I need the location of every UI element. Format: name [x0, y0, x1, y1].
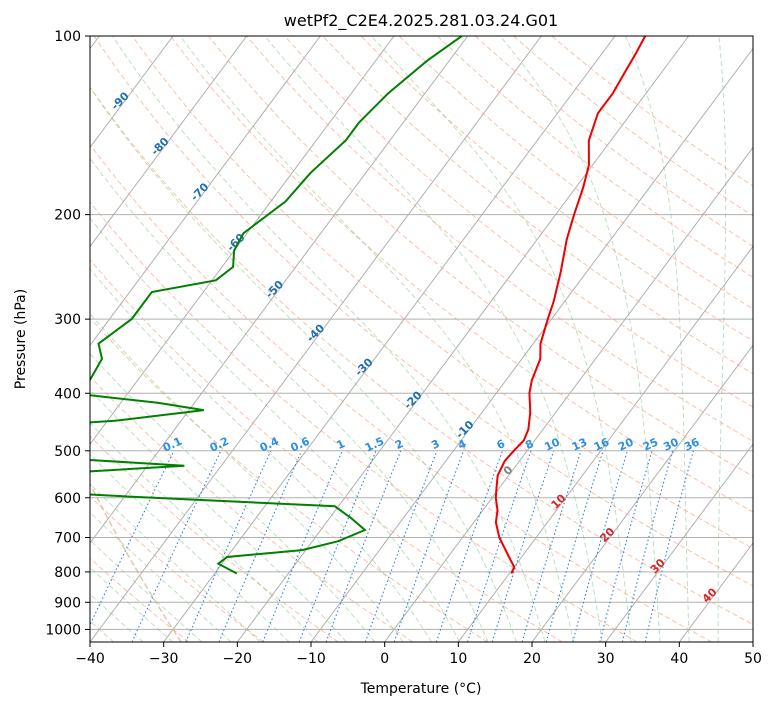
dry-adiabat-line [322, 36, 753, 375]
moist-adiabat-line [90, 353, 376, 642]
x-tick-label: 50 [744, 651, 762, 667]
moist-adiabat-line [90, 389, 347, 642]
isotherm-line [384, 146, 753, 642]
mixing-ratio-line [644, 450, 694, 642]
mixing-ratio-line [491, 450, 555, 642]
mixing-ratio-line [545, 450, 604, 642]
x-tick-label: 0 [380, 651, 389, 667]
mixing-ratio-line [435, 450, 503, 642]
dewpoint-profile-line [90, 36, 463, 575]
moist-adiabat-line [90, 483, 261, 642]
isotherm-line [457, 245, 753, 642]
dry-adiabat-line [436, 36, 753, 278]
x-axis: −40 −30 −20 −10 0 10 20 30 40 50 [75, 642, 762, 667]
mixing-ratio-line [572, 450, 628, 642]
mixing-ratio-label: 10 [543, 435, 563, 453]
mixing-ratio-line [393, 450, 465, 642]
dry-adiabat-line [90, 259, 563, 642]
isotherm-line [163, 36, 616, 642]
dry-adiabat-line [170, 36, 753, 513]
y-tick-label: 800 [54, 565, 81, 581]
dry-adiabat-line [131, 36, 753, 550]
x-tick-label: 30 [597, 651, 615, 667]
background-lines [90, 36, 753, 642]
x-tick-label: 40 [670, 651, 688, 667]
mixing-ratio-line [90, 450, 175, 626]
y-tick-label: 100 [54, 29, 81, 45]
y-axis-label: Pressure (hPa) [13, 289, 29, 389]
moist-adiabat-line [90, 268, 432, 642]
moist-adiabat-line [179, 36, 575, 642]
dry-adiabat-line [551, 36, 753, 187]
mixing-ratio-line [218, 450, 303, 642]
mixing-ratio-label: 20 [616, 435, 636, 453]
y-tick-label: 300 [54, 312, 81, 328]
isotherm-line [90, 36, 174, 149]
isotherm-line [605, 443, 753, 642]
dry-adiabat-line [90, 495, 264, 642]
moist-adiabat-line [370, 36, 632, 642]
x-tick-label: −30 [149, 651, 179, 667]
mixing-ratio-label: 25 [641, 435, 660, 453]
mixing-ratio-line [131, 450, 222, 642]
mixing-ratio-label: 30 [661, 435, 681, 453]
dry-adiabat-line [246, 36, 753, 442]
dry-adiabat-line [360, 36, 753, 342]
y-tick-label: 600 [54, 491, 81, 507]
mixing-ratio-line [467, 450, 532, 642]
isotherm-line [90, 36, 248, 248]
moist-adiabat-line [264, 36, 603, 642]
plot-background [90, 36, 753, 642]
mixing-ratio-label: 16 [592, 435, 612, 453]
x-tick-label: −20 [223, 651, 253, 667]
x-tick-label: −40 [75, 651, 105, 667]
isotherm-line [90, 36, 469, 544]
isotherm-line [90, 36, 542, 642]
dry-adiabat-line [90, 143, 712, 642]
chart-title: wetPf2_C2E4.2025.281.03.24.G01 [284, 11, 558, 31]
moist-adiabat-line [499, 36, 661, 642]
moist-adiabat-line [625, 36, 690, 642]
temperature-profile-line [494, 36, 647, 574]
mixing-ratio-line [521, 450, 582, 642]
mixing-ratio-label: 36 [682, 435, 702, 453]
x-tick-label: 10 [449, 651, 467, 667]
y-tick-label: 900 [54, 595, 81, 611]
moist-adiabat-line [90, 422, 319, 642]
x-axis-label: Temperature (°C) [360, 681, 482, 697]
mixing-ratio-line [262, 450, 343, 642]
y-axis: 100 200 300 400 500 600 700 800 900 1000 [45, 29, 90, 638]
y-tick-label: 500 [54, 444, 81, 460]
mixing-ratio-line [185, 450, 272, 642]
moist-adiabat-line [717, 36, 727, 642]
moist-adiabat-line [90, 217, 461, 642]
profiles [90, 36, 647, 575]
y-tick-label: 200 [54, 208, 81, 224]
x-tick-label: −10 [296, 651, 326, 667]
dry-adiabat-line [284, 36, 753, 408]
isotherm-line [236, 36, 690, 642]
isotherm-line [531, 344, 753, 642]
dry-adiabat-line [90, 201, 638, 642]
dry-adiabat-line [208, 36, 753, 477]
mixing-ratio-line [599, 450, 653, 642]
moist-adiabat-line [112, 36, 546, 642]
isotherm-line [90, 36, 395, 446]
mixing-ratio-label: 13 [570, 435, 589, 453]
plot-frame [89, 35, 754, 643]
dry-adiabat-line [90, 86, 753, 625]
saturation-curve-line [90, 481, 182, 642]
mixing-ratio-line [621, 450, 674, 642]
y-tick-label: 1000 [45, 622, 81, 638]
x-tick-label: 20 [523, 651, 541, 667]
moist-adiabat-line [90, 453, 290, 642]
y-tick-label: 400 [54, 386, 81, 402]
isotherm-line [90, 36, 321, 347]
dry-adiabat-line [513, 36, 753, 217]
moist-adiabat-line [90, 313, 404, 642]
y-tick-label: 700 [54, 531, 81, 547]
